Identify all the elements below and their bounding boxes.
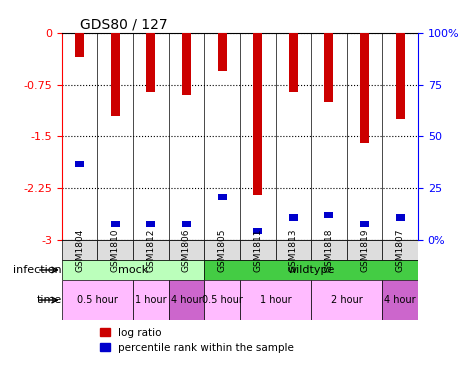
- Text: 4 hour: 4 hour: [384, 295, 416, 305]
- Bar: [75, 33, 84, 57]
- Bar: [324, 33, 333, 102]
- Bar: [253, 33, 262, 195]
- Text: GSM1804: GSM1804: [75, 228, 84, 272]
- Text: 2 hour: 2 hour: [331, 295, 362, 305]
- Bar: [218, 33, 227, 71]
- Text: 4 hour: 4 hour: [171, 295, 202, 305]
- Text: 0.5 hour: 0.5 hour: [201, 295, 243, 305]
- Bar: [240, 280, 311, 320]
- Text: infection: infection: [13, 265, 62, 275]
- Text: time: time: [37, 295, 62, 305]
- Bar: [347, 240, 382, 260]
- Bar: [133, 280, 169, 320]
- Text: GSM1818: GSM1818: [324, 228, 333, 272]
- Bar: [289, 214, 298, 221]
- Bar: [182, 33, 191, 95]
- Bar: [360, 33, 369, 143]
- Bar: [253, 228, 262, 234]
- Bar: [276, 240, 311, 260]
- Bar: [182, 221, 191, 228]
- Bar: [146, 33, 155, 92]
- Text: wildtype: wildtype: [287, 265, 335, 275]
- Bar: [360, 221, 369, 228]
- Bar: [146, 221, 155, 228]
- Text: 1 hour: 1 hour: [260, 295, 291, 305]
- Bar: [382, 240, 418, 260]
- Bar: [111, 221, 120, 228]
- Bar: [396, 33, 405, 119]
- Legend: log ratio, percentile rank within the sample: log ratio, percentile rank within the sa…: [95, 324, 298, 357]
- Text: GSM1806: GSM1806: [182, 228, 191, 272]
- Bar: [382, 280, 418, 320]
- Bar: [169, 240, 204, 260]
- Bar: [133, 240, 169, 260]
- Text: mock: mock: [118, 265, 148, 275]
- Bar: [324, 212, 333, 218]
- Text: 0.5 hour: 0.5 hour: [77, 295, 118, 305]
- Text: GSM1807: GSM1807: [396, 228, 405, 272]
- Bar: [311, 280, 382, 320]
- Text: GSM1810: GSM1810: [111, 228, 120, 272]
- Text: GSM1805: GSM1805: [218, 228, 227, 272]
- Bar: [204, 280, 240, 320]
- Bar: [289, 33, 298, 92]
- Text: GDS80 / 127: GDS80 / 127: [80, 18, 167, 32]
- Bar: [204, 260, 418, 280]
- Text: GSM1813: GSM1813: [289, 228, 298, 272]
- Bar: [396, 214, 405, 221]
- Text: GSM1811: GSM1811: [253, 228, 262, 272]
- Bar: [311, 240, 347, 260]
- Bar: [75, 161, 84, 168]
- Bar: [111, 33, 120, 116]
- Bar: [218, 194, 227, 200]
- Bar: [97, 240, 133, 260]
- Bar: [169, 280, 204, 320]
- Bar: [62, 260, 204, 280]
- Text: GSM1819: GSM1819: [360, 228, 369, 272]
- Text: 1 hour: 1 hour: [135, 295, 167, 305]
- Bar: [240, 240, 276, 260]
- Bar: [62, 240, 97, 260]
- Bar: [204, 240, 240, 260]
- Text: GSM1812: GSM1812: [146, 228, 155, 272]
- Bar: [62, 280, 133, 320]
